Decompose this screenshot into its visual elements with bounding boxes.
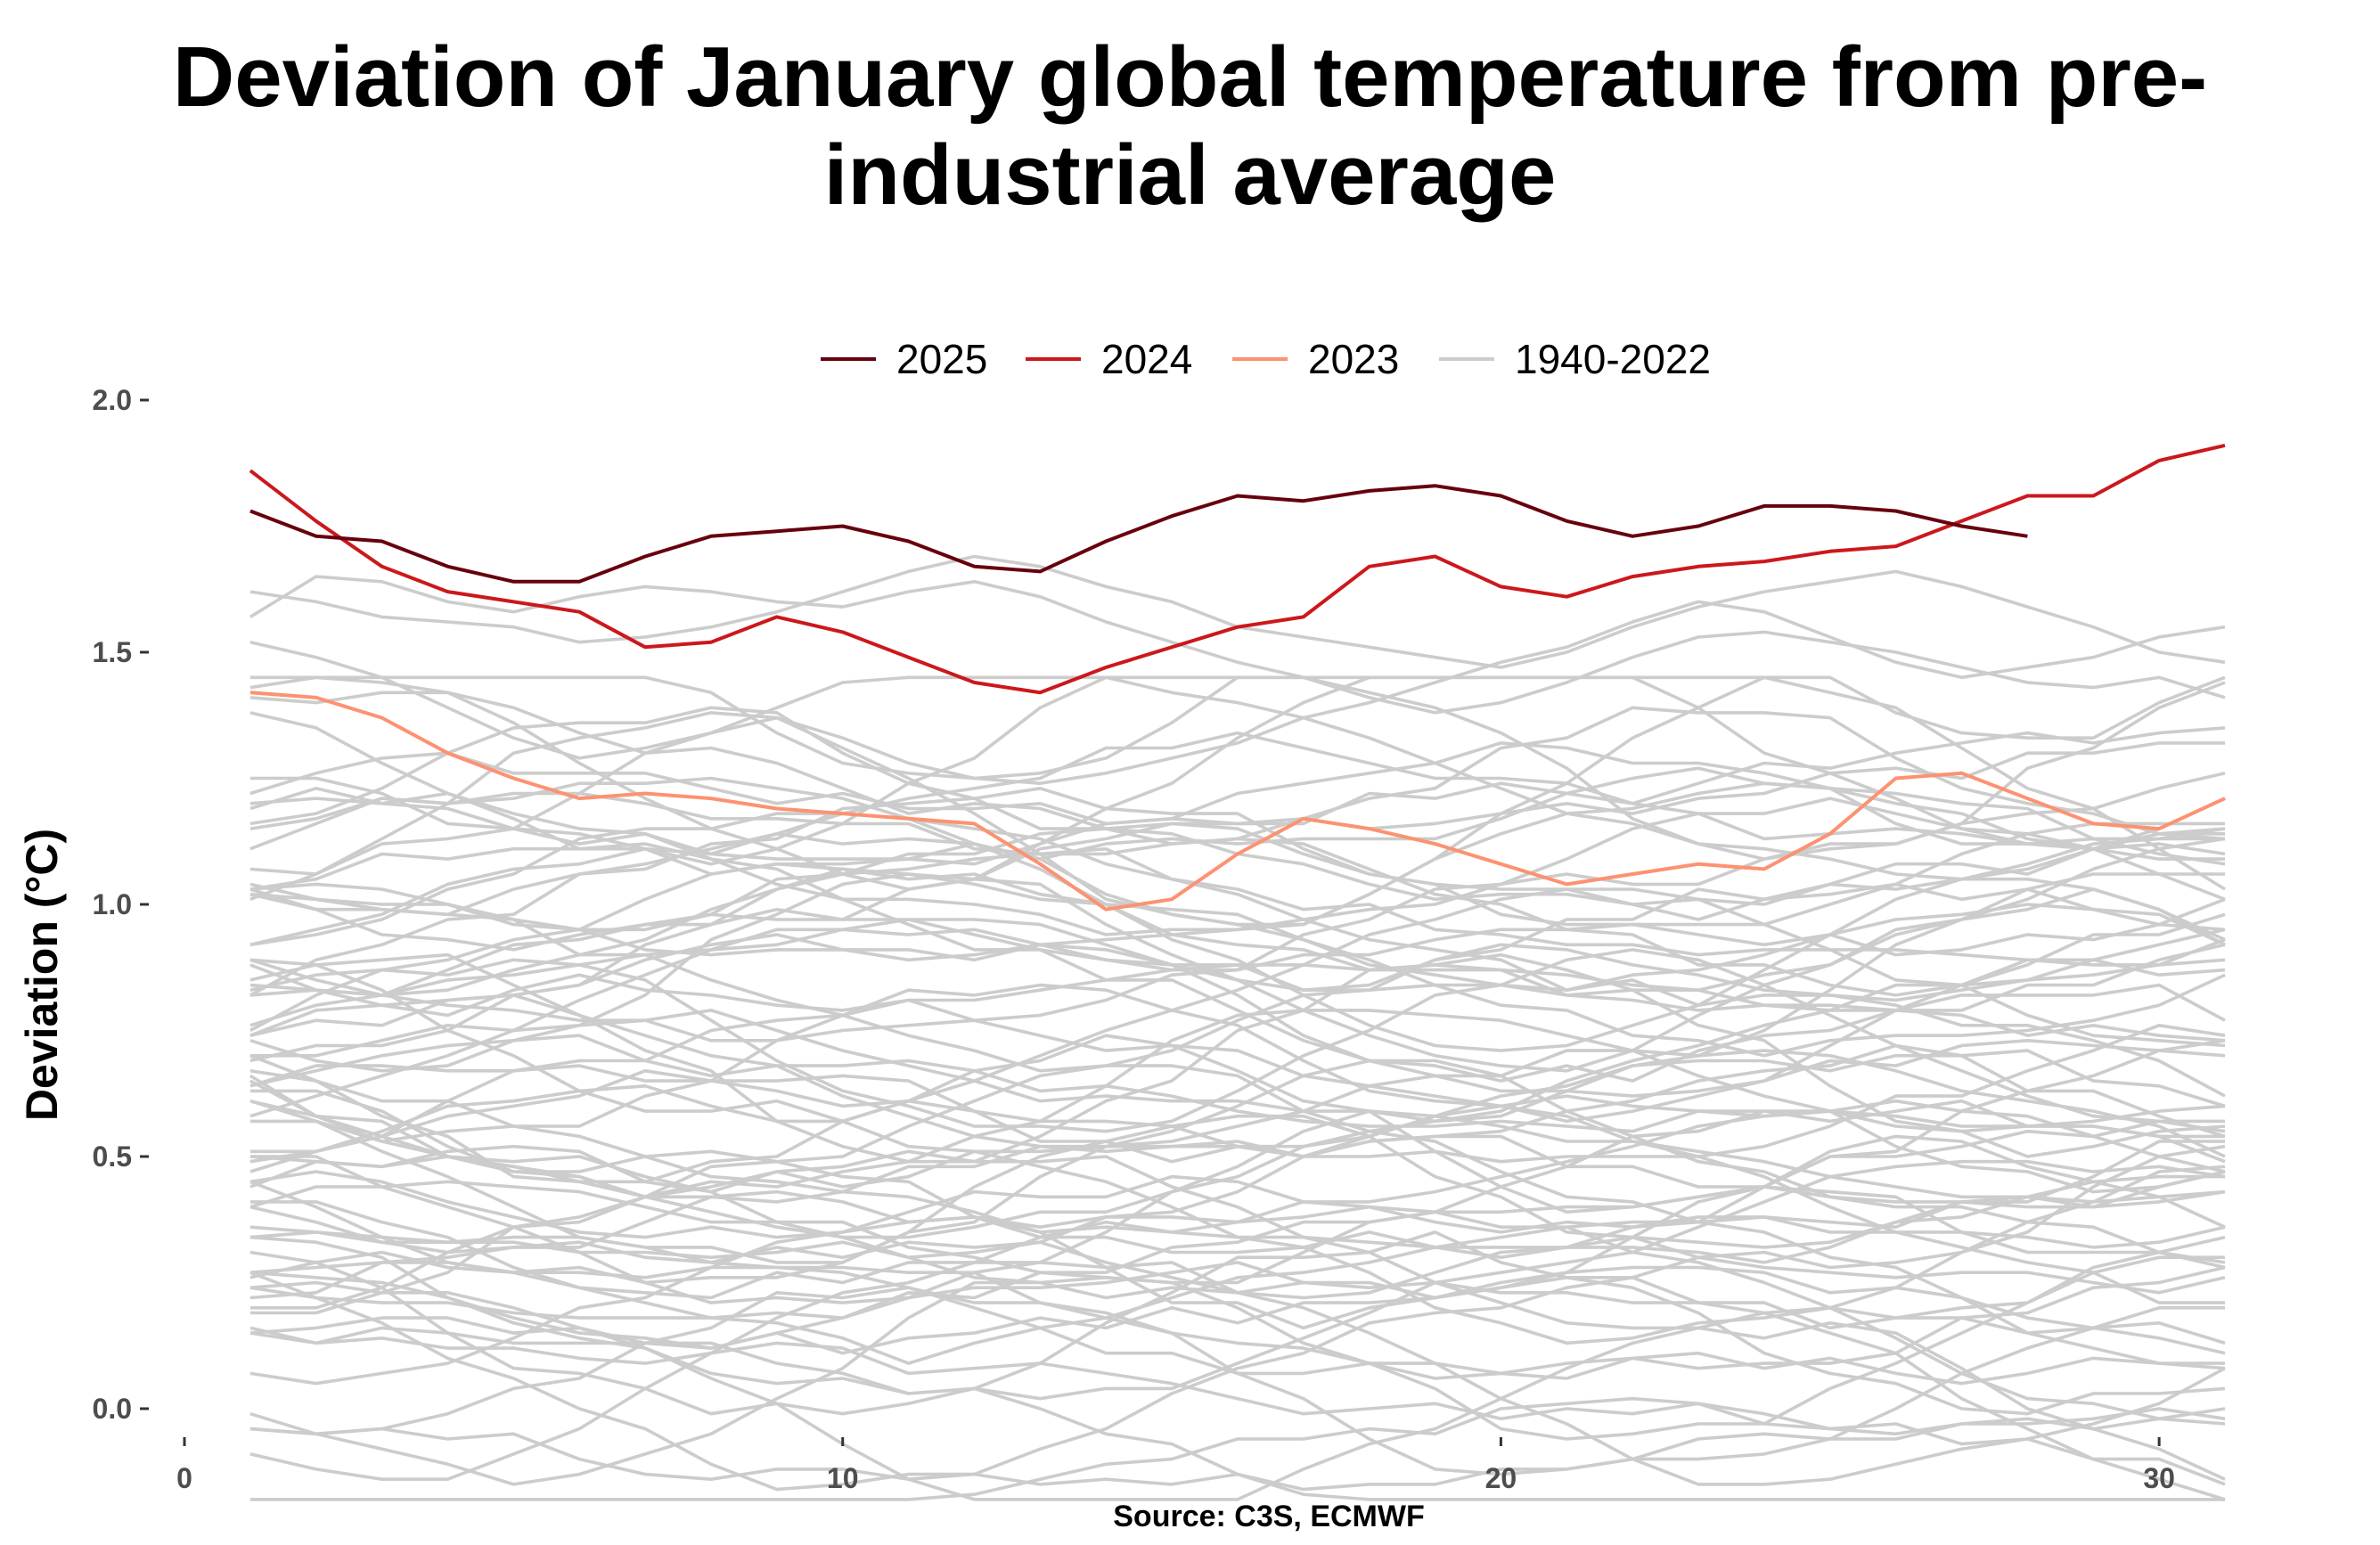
series-line-background	[249, 1407, 2226, 1492]
series-line-background	[249, 741, 2225, 876]
series-line-background	[249, 1109, 2225, 1239]
series-line-background	[249, 741, 2225, 830]
series-line-background	[249, 1159, 2226, 1401]
series-line-background	[249, 675, 2226, 881]
series-line-background	[249, 1134, 2226, 1300]
series-line-background	[249, 1396, 2226, 1501]
x-tick-label: 30	[2143, 1462, 2175, 1494]
series-line-background	[249, 1109, 2226, 1304]
series-line-background	[249, 948, 2225, 1133]
y-tick-label: 0.5	[93, 1140, 132, 1173]
legend-label-2023: 2023	[1308, 336, 1399, 382]
series-line-background	[249, 675, 2226, 927]
series-line-background	[249, 1049, 2226, 1194]
series-line-background	[249, 1316, 2225, 1501]
series-line-background	[249, 872, 2226, 1073]
series-line-background	[249, 1013, 2225, 1229]
series-line-background	[249, 1326, 2226, 1436]
legend: 2025 2024 2023 1940-2022	[821, 336, 1711, 382]
y-tick-label: 2.0	[93, 384, 132, 416]
series-line-background	[249, 1255, 2225, 1486]
x-axis-title: Source: C3S, ECMWF	[1113, 1500, 1424, 1533]
series-line-background	[249, 675, 2226, 891]
series-line-background	[249, 1225, 2226, 1380]
series-line-background	[249, 973, 2225, 1199]
series-line-background	[249, 1059, 2226, 1264]
series-line-background	[249, 1114, 2226, 1285]
series-line-background	[249, 1069, 2226, 1264]
series-line-background	[249, 887, 2226, 1124]
y-axis-title: Deviation (°C)	[17, 829, 67, 1121]
series-line-background	[249, 1174, 2226, 1426]
legend-label-2024: 2024	[1101, 336, 1192, 382]
series-line-background	[249, 1255, 2226, 1355]
chart-title-line-1: Deviation of January global temperature …	[172, 29, 2208, 125]
series-line-background	[249, 1043, 2226, 1164]
series-line-background	[249, 1099, 2226, 1285]
series-line-background	[249, 1230, 2226, 1416]
y-axis: 0.0 0.5 1.0 1.5 2.0	[93, 384, 149, 1425]
series-line-background	[249, 1200, 2225, 1365]
series-line-background	[249, 907, 2226, 1083]
series-line-background	[249, 1280, 2226, 1501]
series-line-background	[249, 786, 2226, 997]
series-line-background	[249, 822, 2225, 952]
x-axis: 0 10 20 30	[176, 1437, 2175, 1494]
series-line-background	[249, 554, 2226, 669]
series-line-background	[249, 797, 2226, 1042]
legend-label-2025: 2025	[896, 336, 987, 382]
series-line-background	[249, 675, 2226, 781]
x-tick-label: 0	[176, 1462, 192, 1494]
chart-title-line-2: industrial average	[823, 127, 1557, 223]
background-series-group	[249, 554, 2226, 1501]
series-line-2025	[249, 484, 2028, 584]
series-line-background	[249, 600, 2226, 786]
series-line-background	[249, 1149, 2226, 1330]
series-line-background	[249, 575, 2226, 715]
series-line-background	[249, 983, 2226, 1143]
series-line-background	[249, 1185, 2226, 1320]
y-tick-label: 1.0	[93, 888, 132, 920]
series-line-background	[249, 1009, 2226, 1199]
series-line-background	[249, 1250, 2226, 1386]
series-line-background	[249, 867, 2226, 1052]
y-tick-label: 0.0	[93, 1393, 132, 1425]
series-line-background	[249, 943, 2226, 1173]
series-line-background	[249, 776, 2226, 1007]
series-line-background	[249, 726, 2226, 861]
chart-title: Deviation of January global temperature …	[0, 29, 2380, 225]
legend-label-1940-2022: 1940-2022	[1515, 336, 1711, 382]
series-line-background	[249, 872, 2225, 1118]
series-line-2023	[249, 691, 2226, 911]
x-tick-label: 10	[827, 1462, 859, 1494]
series-line-background	[249, 1119, 2226, 1300]
series-line-background	[249, 781, 2226, 936]
series-line-background	[249, 1134, 2226, 1330]
highlight-series-group	[249, 443, 2226, 911]
series-line-2024	[249, 443, 2226, 695]
series-line-background	[249, 1034, 2226, 1214]
series-line-background	[249, 812, 2225, 992]
series-line-background	[249, 952, 2226, 1164]
series-line-background	[249, 706, 2226, 846]
series-line-background	[249, 1034, 2226, 1133]
y-tick-label: 1.5	[93, 636, 132, 668]
x-tick-label: 20	[1485, 1462, 1517, 1494]
